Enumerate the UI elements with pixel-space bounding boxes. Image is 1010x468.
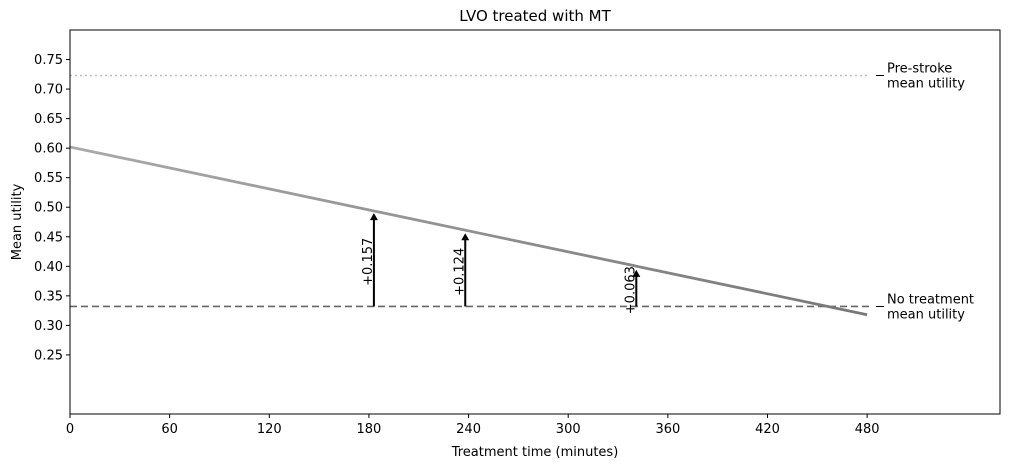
y-tick-label: 0.40 xyxy=(34,260,63,275)
no-treatment-label: No treatment mean utility xyxy=(887,292,974,322)
x-axis-label: Treatment time (minutes) xyxy=(451,445,619,460)
x-axis: 0 60 120 180 240 300 360 420 480 xyxy=(66,414,880,437)
reference-label-line: mean utility xyxy=(887,76,965,91)
x-tick-label: 360 xyxy=(655,422,680,437)
y-tick-label: 0.70 xyxy=(34,83,63,98)
y-tick-label: 0.55 xyxy=(34,171,63,186)
x-tick-label: 120 xyxy=(257,422,282,437)
y-tick-label: 0.45 xyxy=(34,230,63,245)
axes-frame xyxy=(69,29,1001,415)
reference-label-line: Pre-stroke xyxy=(887,61,952,76)
x-tick-label: 300 xyxy=(556,422,581,437)
x-tick-label: 480 xyxy=(855,422,880,437)
reference-label-line: No treatment xyxy=(887,292,974,307)
benefit-arrowhead xyxy=(369,213,378,221)
y-tick-label: 0.50 xyxy=(34,201,63,216)
x-tick-label: 240 xyxy=(456,422,481,437)
x-tick-label: 420 xyxy=(755,422,780,437)
y-tick-label: 0.35 xyxy=(34,289,63,304)
y-tick-label: 0.25 xyxy=(34,348,63,363)
y-axis-label: Mean utility xyxy=(10,183,25,260)
chart-title: LVO treated with MT xyxy=(459,7,611,25)
x-tick-label: 0 xyxy=(66,422,74,437)
benefit-label: +0.124 xyxy=(452,248,467,296)
y-tick-label: 0.75 xyxy=(34,53,63,68)
benefit-arrowhead xyxy=(632,269,641,277)
reference-label-line: mean utility xyxy=(887,307,965,322)
pre-stroke-label: Pre-stroke mean utility xyxy=(887,61,965,91)
benefit-label: +0.157 xyxy=(361,238,376,286)
benefit-arrowhead xyxy=(461,233,470,241)
utility-line xyxy=(69,145,868,317)
x-tick-label: 180 xyxy=(357,422,382,437)
y-tick-label: 0.60 xyxy=(34,142,63,157)
x-tick-label: 60 xyxy=(161,422,178,437)
y-axis: 0.25 0.30 0.35 0.40 0.45 0.50 0.55 0.60 0.65 0.70… xyxy=(34,53,70,363)
y-tick-label: 0.30 xyxy=(34,319,63,334)
benefit-label: +0.063 xyxy=(623,266,638,314)
y-tick-label: 0.65 xyxy=(34,112,63,127)
